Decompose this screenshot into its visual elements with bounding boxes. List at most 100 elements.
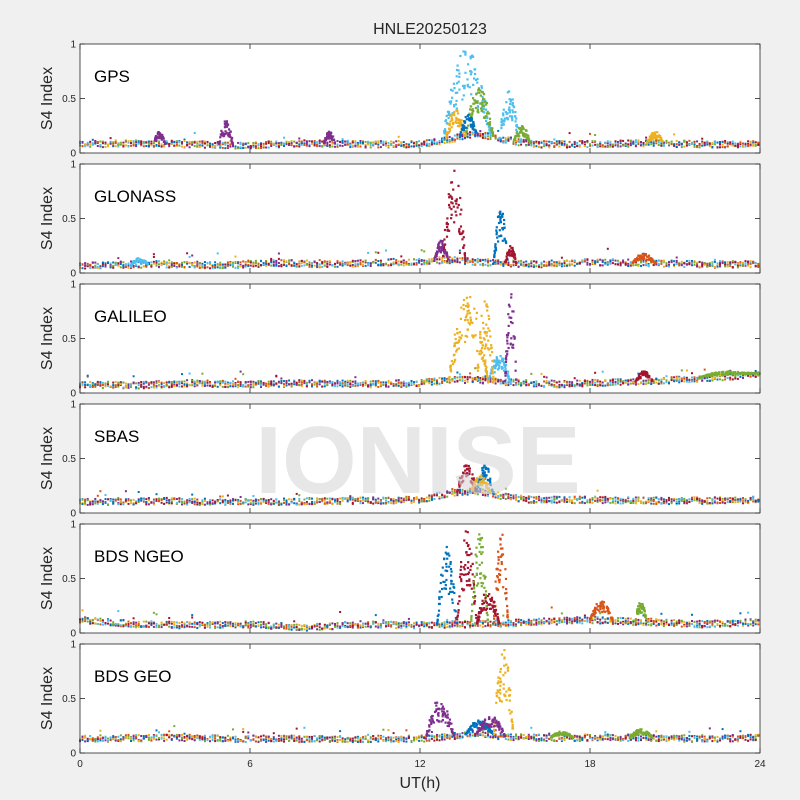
data-point xyxy=(645,136,648,139)
data-point xyxy=(665,379,668,382)
data-point-burst xyxy=(453,169,456,172)
data-point xyxy=(122,264,125,267)
data-point xyxy=(221,379,224,382)
data-point xyxy=(418,140,421,143)
data-point xyxy=(140,381,143,383)
data-point xyxy=(124,498,127,501)
data-point xyxy=(260,145,262,148)
data-point xyxy=(428,262,431,265)
data-point xyxy=(451,378,454,381)
data-point-burst xyxy=(472,110,475,113)
data-point xyxy=(591,383,594,386)
data-point xyxy=(719,261,721,264)
data-point xyxy=(96,380,99,383)
data-point-burst xyxy=(739,372,742,375)
data-point-burst xyxy=(506,333,510,337)
data-point xyxy=(680,380,683,383)
data-point xyxy=(254,381,257,384)
data-point xyxy=(257,143,260,146)
data-point xyxy=(193,385,196,388)
data-point xyxy=(275,259,278,262)
data-point xyxy=(749,260,752,263)
data-point xyxy=(89,503,92,505)
data-point xyxy=(726,265,729,268)
data-point-burst xyxy=(501,212,504,215)
data-point xyxy=(545,264,548,267)
data-point xyxy=(117,264,120,267)
data-point xyxy=(336,382,339,385)
data-point xyxy=(254,383,257,386)
data-point-burst xyxy=(488,121,492,124)
data-point xyxy=(198,502,201,505)
data-point-burst xyxy=(227,123,230,126)
data-point-burst xyxy=(480,107,483,110)
data-point-burst xyxy=(705,373,708,377)
data-point xyxy=(91,266,94,269)
data-point-burst xyxy=(457,80,460,83)
data-point xyxy=(104,494,107,496)
data-point xyxy=(374,258,377,261)
data-point-burst xyxy=(457,203,460,207)
data-point xyxy=(280,265,283,268)
data-point-burst xyxy=(742,371,746,375)
data-point xyxy=(295,141,298,144)
data-point xyxy=(150,501,153,504)
data-point xyxy=(481,259,484,261)
data-point xyxy=(323,381,326,384)
data-point xyxy=(224,498,227,501)
data-point-burst xyxy=(478,353,481,356)
data-point xyxy=(538,265,540,268)
data-point xyxy=(142,140,145,143)
data-point xyxy=(270,381,273,384)
data-point xyxy=(168,262,171,265)
data-point xyxy=(321,145,324,148)
data-point-burst xyxy=(506,91,509,94)
data-point xyxy=(346,264,349,267)
data-point xyxy=(145,265,148,268)
data-point xyxy=(150,142,153,145)
data-point xyxy=(438,383,441,386)
data-point-burst xyxy=(709,374,712,378)
data-point xyxy=(688,378,691,381)
data-point xyxy=(196,501,199,504)
data-point xyxy=(216,252,219,255)
data-point xyxy=(553,380,556,383)
data-point xyxy=(436,383,438,386)
data-point xyxy=(757,374,760,377)
data-point xyxy=(124,499,127,502)
data-point xyxy=(181,142,183,145)
data-point xyxy=(660,381,663,384)
data-point xyxy=(158,140,160,143)
data-point xyxy=(530,262,533,265)
data-point xyxy=(86,384,89,387)
data-point xyxy=(390,140,393,143)
data-point xyxy=(548,382,551,385)
data-point xyxy=(484,379,487,382)
data-point-burst xyxy=(450,88,453,91)
data-point xyxy=(724,265,727,268)
data-point-burst xyxy=(635,379,638,382)
data-point-burst xyxy=(491,366,494,369)
data-point-burst xyxy=(730,372,733,375)
data-point xyxy=(739,143,742,146)
data-point xyxy=(260,147,262,149)
data-point-burst xyxy=(474,106,477,110)
data-point-burst xyxy=(456,331,459,335)
data-point xyxy=(691,379,693,381)
data-point xyxy=(742,261,744,264)
data-point xyxy=(285,264,288,267)
data-point xyxy=(303,382,306,385)
data-point xyxy=(578,260,581,263)
data-point xyxy=(135,387,138,390)
data-point xyxy=(229,145,232,148)
data-point xyxy=(538,141,540,144)
data-point-burst xyxy=(493,253,496,256)
data-point xyxy=(316,381,319,384)
data-point-burst xyxy=(135,257,138,260)
data-point xyxy=(747,140,750,143)
data-point xyxy=(647,263,650,265)
data-point-burst xyxy=(451,96,454,99)
data-point xyxy=(586,140,589,143)
data-point xyxy=(318,383,321,386)
data-point xyxy=(494,136,497,139)
